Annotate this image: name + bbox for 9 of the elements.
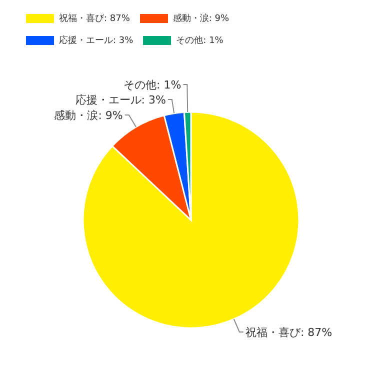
slice-label: その他: 1%: [124, 78, 182, 92]
slice-label: 感動・涙: 9%: [54, 108, 123, 122]
pie-slice: [82, 111, 300, 329]
legend-label: その他: 1%: [176, 34, 224, 47]
slice-label: 応援・エール: 3%: [75, 93, 166, 106]
slice-label: 祝福・喜び: 87%: [245, 326, 332, 339]
legend-label: 祝福・喜び: 87%: [59, 12, 130, 25]
legend-label: 感動・涙: 9%: [172, 12, 230, 25]
legend-label: 応援・エール: 3%: [59, 34, 134, 47]
